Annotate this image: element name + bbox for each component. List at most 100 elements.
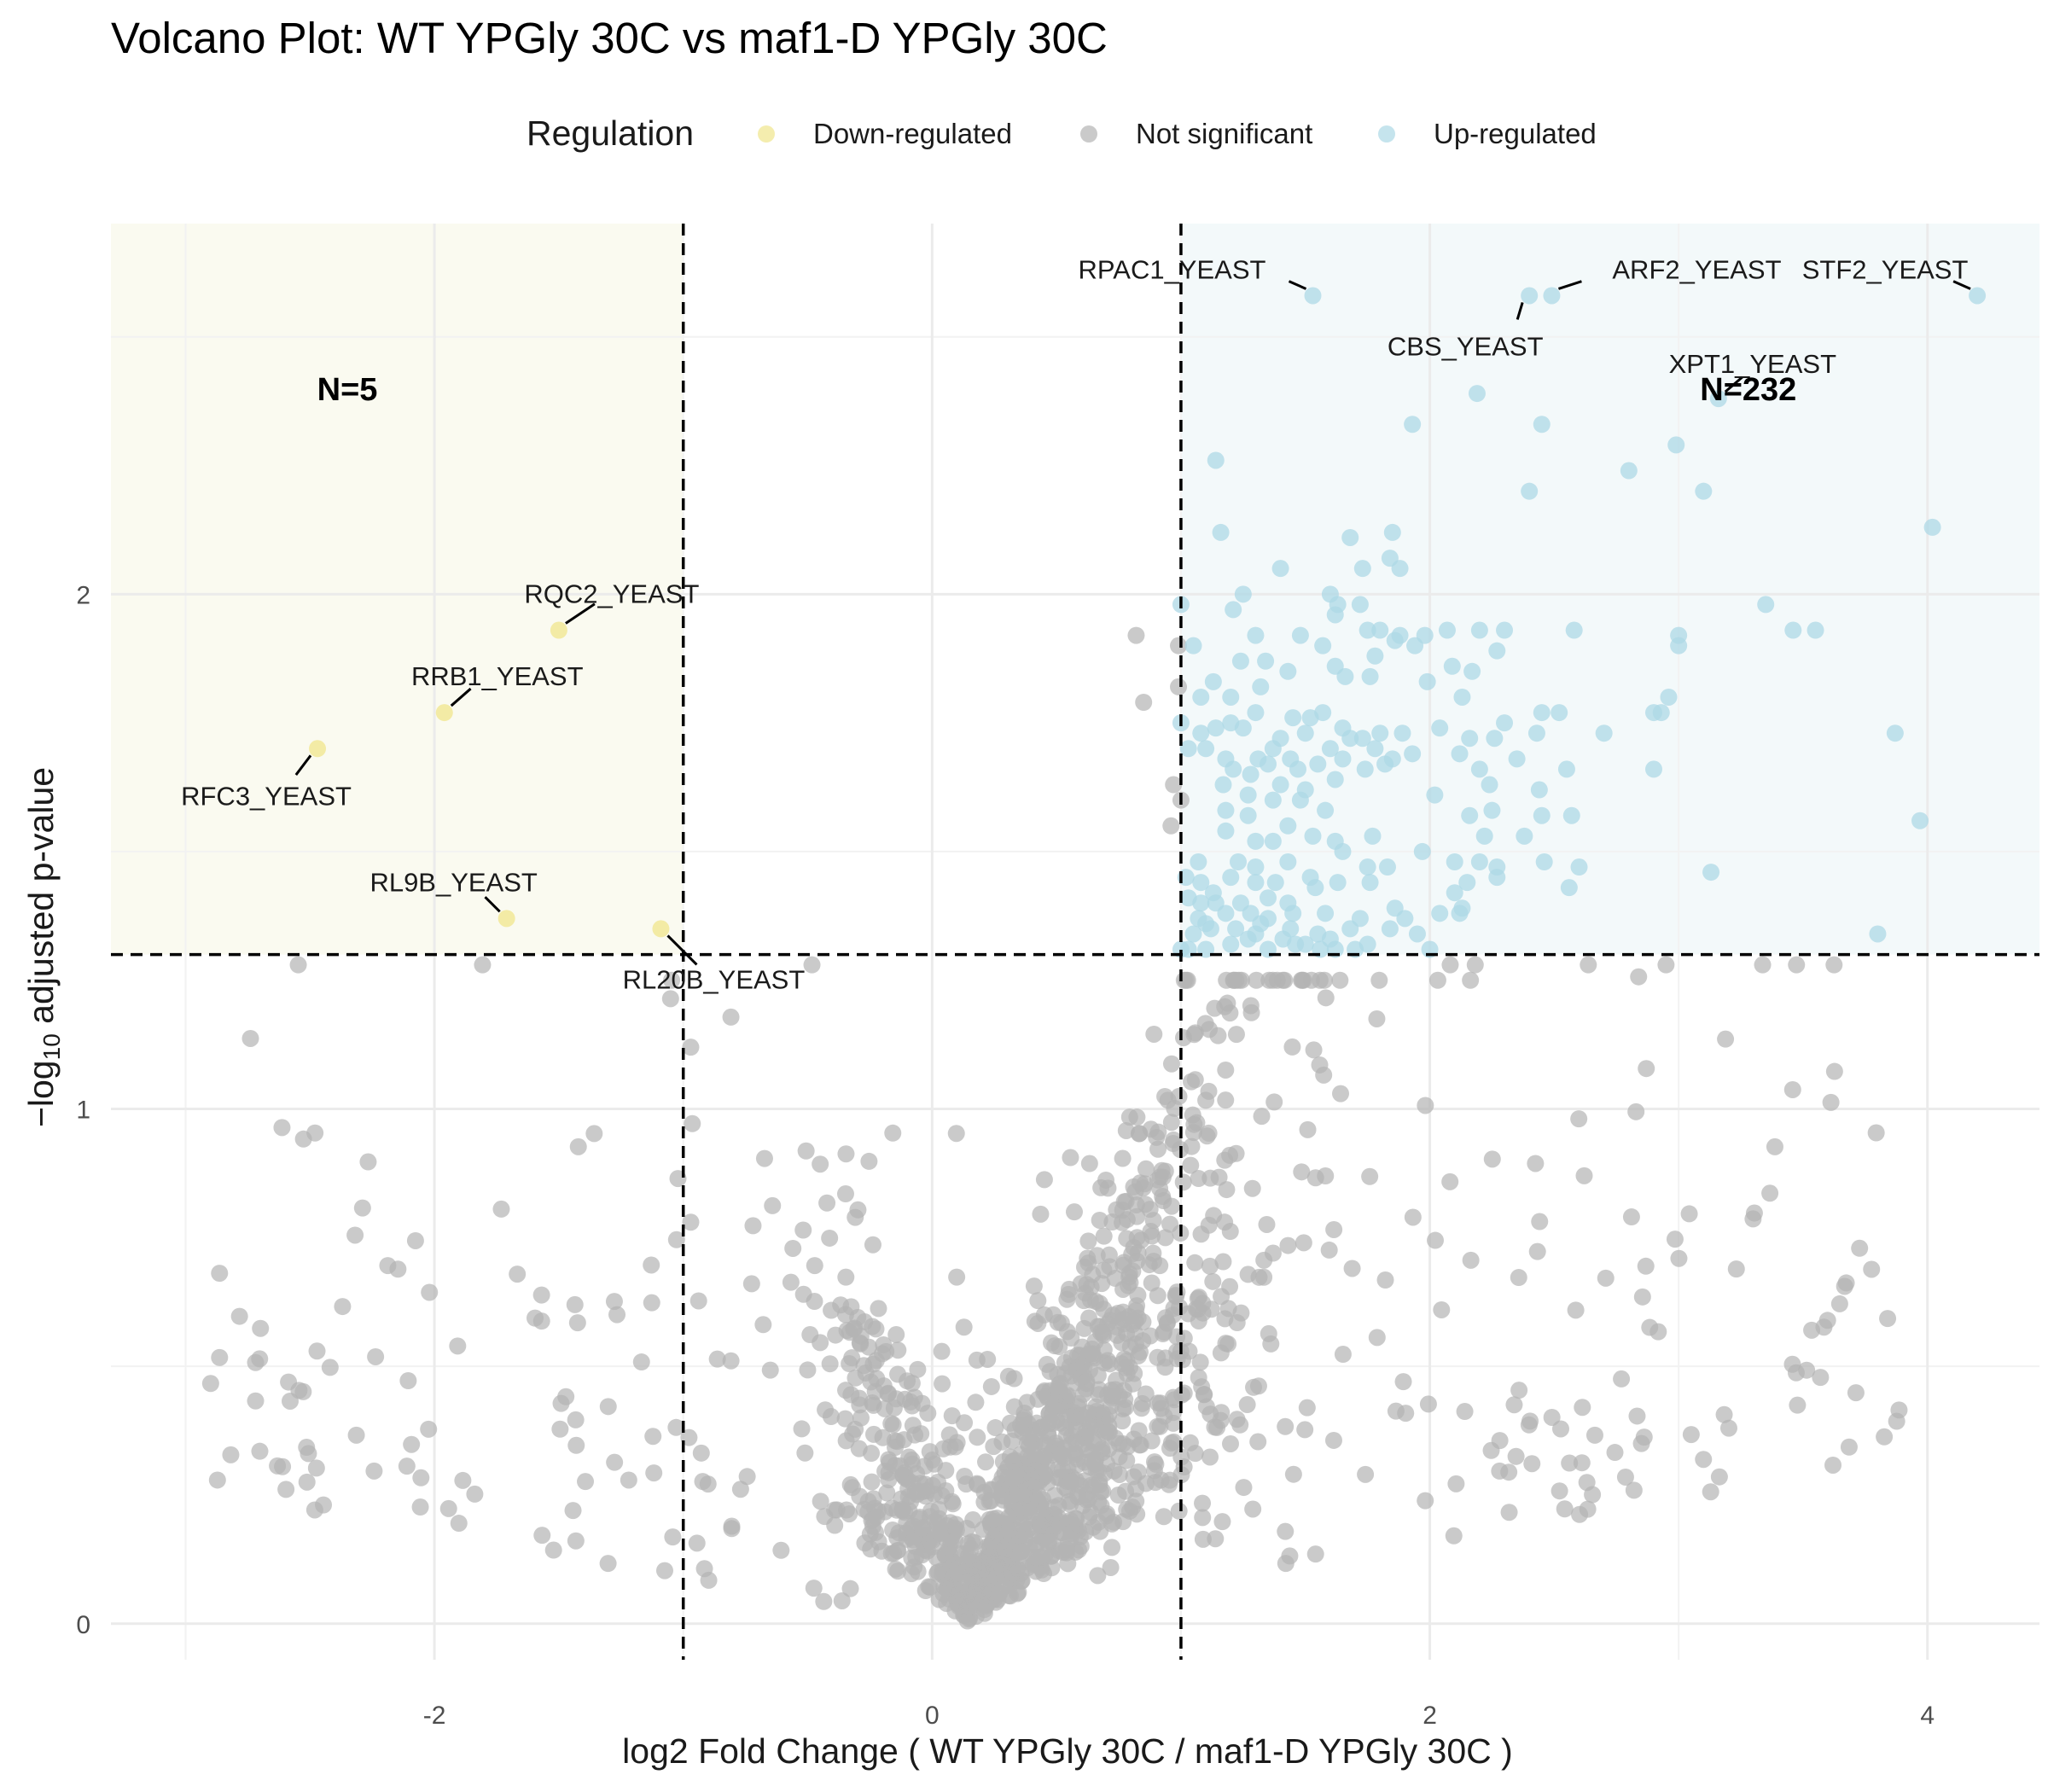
up-regulated-point bbox=[1314, 637, 1332, 655]
not-significant-point bbox=[1155, 1323, 1173, 1341]
not-significant-point bbox=[1201, 1169, 1219, 1187]
not-significant-point bbox=[1110, 1465, 1128, 1483]
not-significant-point bbox=[754, 1316, 772, 1334]
not-significant-point bbox=[903, 1375, 921, 1393]
not-significant-point bbox=[1876, 1428, 1894, 1446]
up-regulated-point bbox=[1184, 637, 1202, 655]
not-significant-point bbox=[1155, 1508, 1172, 1526]
not-significant-point bbox=[1670, 1249, 1688, 1267]
up-regulated-point bbox=[1217, 801, 1235, 819]
not-significant-point bbox=[1058, 1481, 1076, 1498]
up-regulated-point bbox=[1470, 760, 1488, 778]
up-regulated-point bbox=[1309, 755, 1327, 773]
not-significant-point bbox=[1035, 1306, 1053, 1324]
label-leader-line bbox=[294, 754, 312, 776]
not-significant-point bbox=[1043, 1334, 1061, 1352]
x-tick-label: 0 bbox=[925, 1702, 940, 1730]
not-significant-point bbox=[937, 1530, 955, 1548]
label-leader-line bbox=[1288, 280, 1307, 290]
not-significant-point bbox=[940, 1426, 958, 1444]
not-significant-point bbox=[1637, 1257, 1655, 1275]
not-significant-point bbox=[1505, 1396, 1523, 1414]
not-significant-point bbox=[838, 1322, 856, 1340]
not-significant-point bbox=[909, 1360, 927, 1378]
down-count-label: N=5 bbox=[317, 372, 378, 408]
not-significant-point bbox=[1009, 1467, 1027, 1485]
not-significant-point bbox=[1164, 1388, 1182, 1406]
not-significant-point bbox=[1110, 1387, 1128, 1405]
up-regulated-point bbox=[1652, 704, 1670, 722]
not-significant-point bbox=[1156, 1359, 1174, 1376]
down-regulated-point bbox=[309, 740, 327, 758]
not-significant-point bbox=[1523, 1455, 1541, 1473]
not-significant-point bbox=[1441, 956, 1459, 974]
not-significant-point bbox=[1633, 1288, 1651, 1306]
not-significant-point bbox=[1124, 1375, 1142, 1393]
not-significant-point bbox=[1149, 1140, 1167, 1158]
not-significant-point bbox=[884, 1124, 902, 1142]
up-regulated-point bbox=[1271, 560, 1289, 578]
not-significant-point bbox=[841, 1580, 859, 1597]
not-significant-point bbox=[731, 1481, 749, 1498]
not-significant-point bbox=[606, 1453, 624, 1471]
up-regulated-point bbox=[1207, 719, 1225, 737]
not-significant-point bbox=[1567, 1301, 1585, 1319]
not-significant-point bbox=[1108, 1318, 1126, 1336]
up-regulated-point bbox=[1234, 719, 1252, 737]
up-regulated-point bbox=[1475, 827, 1493, 845]
not-significant-point bbox=[1141, 1201, 1159, 1219]
not-significant-point bbox=[1357, 1465, 1375, 1483]
up-regulated-point bbox=[1334, 750, 1352, 768]
not-significant-point bbox=[273, 1119, 291, 1137]
not-significant-point bbox=[1161, 1215, 1179, 1233]
up-regulated-point bbox=[1446, 884, 1463, 902]
not-significant-point bbox=[852, 1409, 870, 1427]
not-significant-point bbox=[1376, 1271, 1394, 1289]
up-regulated-point bbox=[1227, 920, 1245, 938]
not-significant-point bbox=[979, 1350, 997, 1368]
up-regulated-point bbox=[1353, 730, 1371, 748]
not-significant-point bbox=[812, 1334, 829, 1352]
not-significant-point bbox=[964, 1511, 982, 1529]
not-significant-point bbox=[1888, 1412, 1905, 1430]
not-significant-point bbox=[1239, 1265, 1257, 1283]
not-significant-point bbox=[1130, 1125, 1148, 1143]
up-regulated-point bbox=[1784, 621, 1802, 639]
up-regulated-point bbox=[1404, 745, 1422, 763]
not-significant-point bbox=[1152, 1471, 1170, 1489]
not-significant-point bbox=[803, 956, 821, 974]
not-significant-point bbox=[1165, 776, 1183, 794]
up-regulated-point bbox=[1359, 621, 1376, 639]
not-significant-point bbox=[412, 1469, 430, 1487]
up-regulated-point bbox=[1463, 662, 1481, 680]
not-significant-point bbox=[1145, 1453, 1163, 1471]
not-significant-point bbox=[1078, 1491, 1096, 1509]
not-significant-point bbox=[1153, 1161, 1171, 1179]
not-significant-point bbox=[1279, 1236, 1297, 1254]
not-significant-point bbox=[860, 1338, 878, 1356]
not-significant-point bbox=[695, 1560, 713, 1578]
not-significant-point bbox=[1253, 1108, 1271, 1126]
x-tick-label: -2 bbox=[423, 1702, 446, 1730]
gene-label: CBS_YEAST bbox=[1388, 331, 1544, 361]
x-axis-ticks: -2 0 2 4 bbox=[423, 1702, 1935, 1730]
not-significant-point bbox=[880, 1471, 898, 1489]
up-regulated-point bbox=[1371, 621, 1389, 639]
not-significant-point bbox=[1370, 971, 1388, 989]
legend-marker bbox=[1080, 125, 1097, 143]
not-significant-point bbox=[1789, 1396, 1807, 1414]
up-regulated-point bbox=[1279, 853, 1297, 870]
not-significant-point bbox=[821, 1355, 839, 1373]
not-significant-point bbox=[957, 1545, 975, 1562]
not-significant-point bbox=[1121, 1274, 1139, 1292]
gene-label: RRB1_YEAST bbox=[411, 661, 584, 691]
not-significant-point bbox=[1137, 1475, 1155, 1492]
not-significant-point bbox=[985, 1438, 1003, 1456]
up-regulated-point bbox=[1304, 287, 1322, 305]
not-significant-point bbox=[1093, 1444, 1111, 1462]
not-significant-point bbox=[1180, 1342, 1198, 1360]
not-significant-point bbox=[1361, 1167, 1379, 1185]
not-significant-point bbox=[1207, 1530, 1225, 1548]
up-regulated-point bbox=[1289, 760, 1306, 778]
not-significant-point bbox=[906, 1426, 924, 1444]
